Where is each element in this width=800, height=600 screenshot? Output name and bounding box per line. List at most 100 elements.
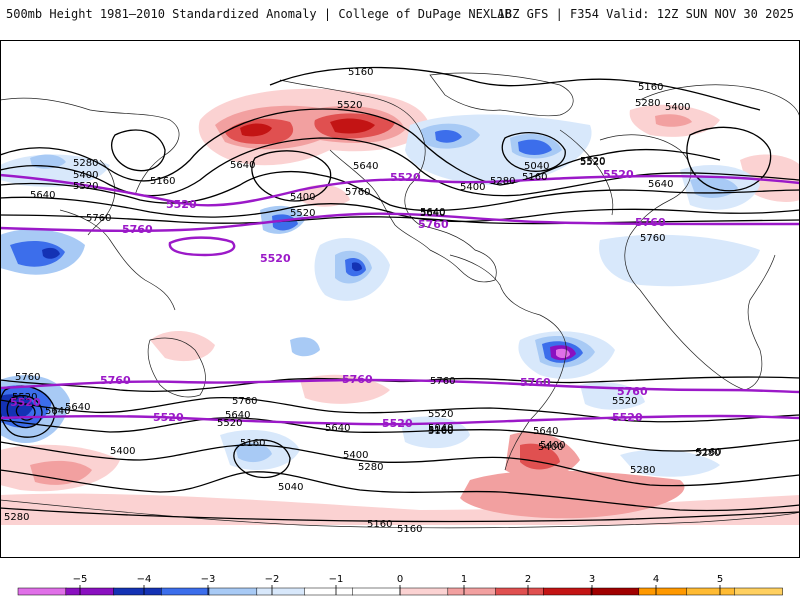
height-contour	[0, 214, 800, 225]
contour-label: 5760	[640, 233, 665, 244]
highlight-label: 5760	[100, 374, 131, 387]
colorbar-cell	[256, 587, 306, 596]
contour-label: 5160	[150, 176, 175, 187]
highlight-label: 5760	[342, 373, 373, 386]
height-contour	[0, 170, 800, 212]
highlight-contours	[0, 173, 800, 426]
coastline	[449, 254, 567, 471]
highlight-label: 5760	[617, 385, 648, 398]
height-contour	[0, 396, 800, 423]
contour-label: 5640	[30, 190, 55, 201]
contour-label: 5640	[65, 402, 90, 413]
anomaly-negative-area	[235, 442, 272, 463]
height-contour	[251, 150, 332, 202]
colorbar-tick-label: 1	[461, 574, 467, 585]
contour-label: 5640	[648, 179, 673, 190]
colorbar-cell	[447, 587, 497, 596]
colorbar-cell	[686, 587, 736, 596]
coastline	[0, 97, 180, 196]
colorbar-tick-label: 0	[397, 574, 403, 585]
contour-label: 5520	[580, 156, 605, 167]
highlight-label: 5520	[153, 411, 184, 424]
highlight-contour-5760	[168, 236, 236, 257]
anomaly-positive-area	[655, 114, 692, 127]
anomaly-negative-area	[352, 262, 362, 272]
height-contour	[111, 129, 166, 172]
coastline	[59, 209, 176, 311]
coastline	[429, 72, 574, 117]
contour-label: 5760	[232, 396, 257, 407]
colorbar-tick-label: −3	[201, 574, 216, 585]
highlight-label: 5520	[10, 396, 41, 409]
contour-label: 5400	[290, 192, 315, 203]
contour-label: 5160	[240, 438, 265, 449]
coastline	[639, 84, 800, 121]
contour-label: 5640	[533, 426, 558, 437]
height-contour	[6, 395, 43, 429]
highlight-label: 5760	[122, 223, 153, 236]
contour-label: 5040	[428, 423, 453, 434]
anomaly-positive-area	[520, 443, 560, 470]
contour-label: 5520	[73, 181, 98, 192]
run-valid-time: 18Z GFS | F354 Valid: 12Z SUN NOV 30 202…	[497, 7, 794, 21]
highlight-contour-5760	[0, 212, 800, 233]
contour-label: 5520	[337, 100, 362, 111]
contour-label: 5520	[217, 418, 242, 429]
contour-label: 5400	[343, 450, 368, 461]
contour-label: 5040	[524, 161, 549, 172]
coastline	[279, 79, 497, 283]
contour-label: 5280	[490, 176, 515, 187]
contour-label: 5280	[4, 512, 29, 523]
highlight-labels: 5520 5520 5520 5520 5760 5760 5760 5760 …	[10, 168, 666, 430]
height-contour	[0, 108, 721, 186]
highlight-label: 5760	[635, 216, 666, 229]
coastline	[0, 499, 800, 529]
height-contour	[15, 403, 36, 421]
colorbar-ticks: −5 −4 −3 −2 −1 0 1 2 3 4 5	[73, 574, 723, 595]
anomaly-positive-area	[300, 374, 390, 404]
contour-label: 5520	[612, 396, 637, 407]
colorbar-cell	[590, 587, 640, 596]
colorbar-tick-label: 5	[717, 574, 723, 585]
contour-label: 5160	[696, 447, 721, 458]
colorbar-tick-label: 2	[525, 574, 531, 585]
highlight-label: 5760	[418, 218, 449, 231]
colorbar-cell	[734, 587, 783, 596]
anomaly-negative-area	[42, 247, 60, 259]
colorbar-cell	[543, 587, 592, 596]
colorbar-cell	[304, 587, 354, 596]
contour-label: 5400	[540, 440, 565, 451]
colorbar-cell	[399, 587, 449, 596]
anomaly-negative-area	[435, 129, 462, 143]
anomaly-negative-area	[0, 394, 34, 420]
contour-label: 5520	[12, 392, 37, 403]
contour-label: 5640	[45, 406, 70, 417]
anomaly-positive-area	[150, 330, 215, 362]
height-contour	[0, 417, 800, 452]
height-contour	[0, 385, 56, 438]
highlight-contour-5520	[0, 414, 800, 426]
contour-label: 5280	[73, 158, 98, 169]
anomaly-positive-area	[300, 184, 350, 207]
colorbar-tick-label: 3	[589, 574, 595, 585]
contour-label: 5760	[15, 372, 40, 383]
coastline	[559, 129, 614, 216]
height-contour	[269, 66, 761, 111]
colorbar-cell	[17, 587, 67, 596]
contour-labels: 5160 5160 5280 5400 5520 5520 5640 5640 …	[4, 67, 721, 535]
height-contour	[0, 469, 800, 512]
contour-label: 5400	[460, 182, 485, 193]
contour-label: 5160	[522, 172, 547, 183]
colorbar: −5 −4 −3 −2 −1 0 1 2 3 4 5	[17, 574, 783, 596]
height-contour	[0, 441, 800, 487]
contour-label: 5400	[73, 170, 98, 181]
anomaly-positive-area	[330, 118, 375, 134]
height-contour	[686, 126, 772, 192]
contour-label: 5520	[290, 208, 315, 219]
height-contour	[501, 132, 566, 172]
colorbar-tick-label: −1	[329, 574, 344, 585]
highlight-label: 5520	[382, 417, 413, 430]
contour-label: 5160	[638, 82, 663, 93]
contour-label: 5280	[630, 465, 655, 476]
colorbar-cell	[638, 587, 688, 596]
